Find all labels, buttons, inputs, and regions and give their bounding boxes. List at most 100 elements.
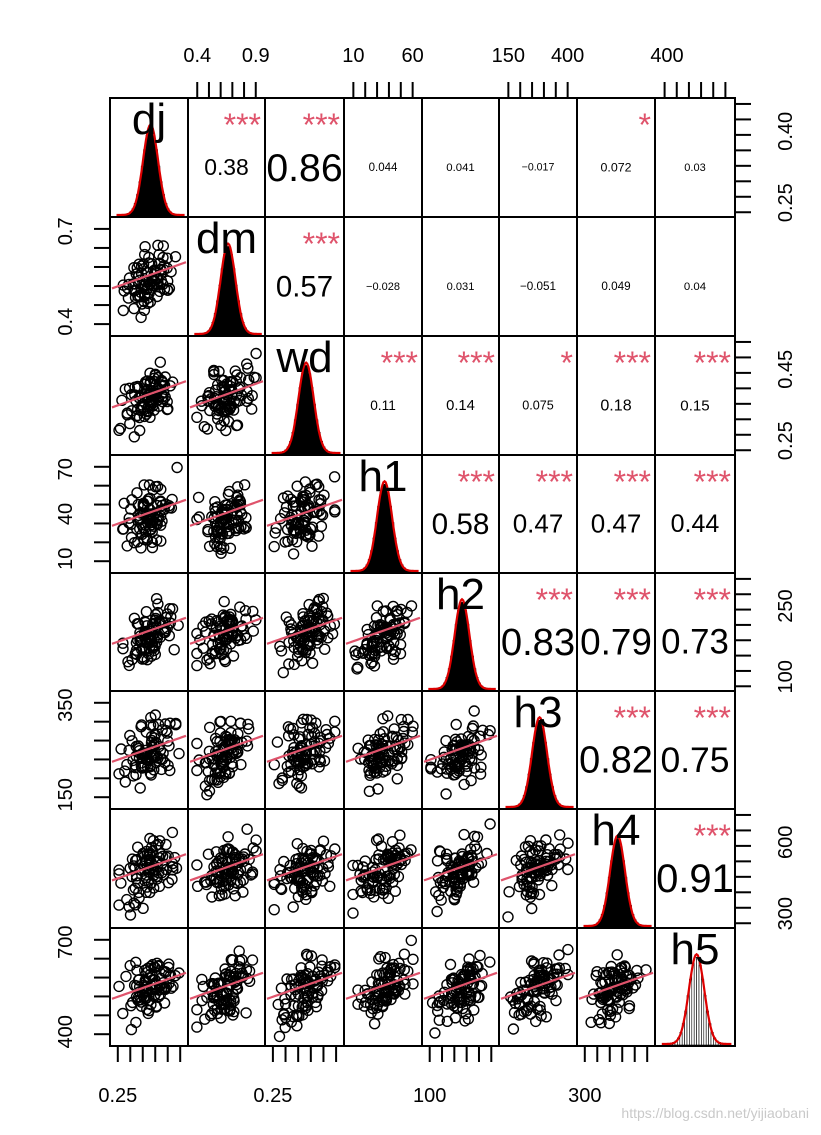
data-point: [139, 522, 151, 534]
data-point: [113, 768, 125, 780]
data-point: [136, 989, 149, 1001]
data-point: [280, 501, 293, 513]
data-point: [208, 364, 220, 377]
data-point: [390, 605, 403, 617]
data-point: [218, 415, 230, 427]
data-point: [170, 717, 182, 730]
data-point: [234, 601, 246, 613]
correlation-value: 0.075: [522, 398, 554, 412]
data-point: [232, 522, 245, 534]
data-point: [450, 718, 462, 731]
data-point: [431, 999, 443, 1012]
panel-dm-dm: dm: [187, 214, 266, 337]
data-point: [451, 881, 464, 893]
data-point: [142, 495, 154, 507]
data-point: [154, 495, 167, 507]
data-point: [232, 514, 245, 527]
histogram-bar: [534, 727, 538, 809]
data-point: [387, 653, 400, 665]
data-point: [533, 845, 545, 857]
data-point: [394, 648, 407, 660]
panel-h4-h2: [421, 808, 500, 929]
data-point: [384, 614, 397, 626]
correlation-value: 0.38: [204, 154, 249, 180]
data-point: [278, 1009, 290, 1021]
data-point: [275, 645, 288, 657]
panel-wd-dj: [109, 335, 189, 456]
data-point: [329, 715, 341, 727]
data-point: [368, 1018, 381, 1030]
data-point: [117, 1007, 129, 1020]
data-point: [316, 954, 328, 966]
panel-dm-wd: 0.57 ***: [264, 216, 345, 337]
correlation-value: 0.04: [684, 281, 706, 293]
data-point: [293, 780, 306, 792]
panel-h2-h3: 0.83***: [498, 572, 578, 692]
panel-dm-h5: 0.04: [654, 216, 736, 337]
data-point: [554, 829, 566, 841]
data-point: [365, 750, 377, 763]
panel-h1-h1: h1: [343, 452, 423, 574]
data-point: [292, 1000, 305, 1012]
data-point: [465, 989, 477, 1002]
data-point: [155, 483, 167, 496]
data-point: [329, 506, 341, 518]
smooth-curve: [189, 616, 264, 645]
tick-label: 400: [551, 45, 584, 67]
histogram-bar: [619, 846, 623, 928]
data-point: [165, 611, 177, 623]
data-point: [296, 865, 309, 877]
data-point: [116, 394, 128, 406]
data-point: [113, 864, 125, 876]
data-point: [503, 886, 515, 898]
data-point: [166, 603, 179, 615]
data-point: [306, 657, 319, 669]
data-point: [295, 782, 308, 794]
data-point: [218, 595, 230, 608]
panel-h1-h2: 0.58 ***: [421, 454, 500, 574]
data-point: [286, 534, 299, 546]
data-point: [223, 527, 235, 539]
data-point: [136, 298, 148, 310]
histogram-bar: [308, 373, 312, 455]
data-point: [378, 882, 390, 894]
data-point: [301, 757, 313, 769]
significance-stars: ***: [694, 700, 731, 736]
data-point: [366, 656, 379, 668]
data-point: [361, 623, 373, 636]
data-point: [320, 607, 333, 619]
data-point: [527, 887, 540, 899]
correlation-value: 0.91: [656, 857, 734, 901]
histogram-bar: [301, 373, 305, 455]
tick-label: 400: [55, 1015, 77, 1048]
data-point: [250, 614, 262, 626]
data-point: [127, 770, 140, 782]
data-point: [135, 311, 147, 324]
data-point: [247, 625, 260, 637]
data-point: [288, 754, 301, 766]
data-point: [129, 381, 141, 393]
data-point: [313, 494, 325, 506]
data-point: [296, 655, 308, 667]
data-point: [153, 880, 166, 892]
data-point: [138, 263, 150, 275]
data-point: [304, 978, 316, 990]
smooth-curve: [189, 971, 264, 1000]
data-point: [604, 1005, 616, 1017]
data-point: [290, 756, 303, 768]
data-point: [222, 831, 234, 843]
data-point: [585, 1016, 597, 1028]
data-point: [300, 1000, 312, 1012]
smooth-curve: [266, 734, 343, 763]
data-point: [156, 850, 169, 862]
variable-name-label: wd: [275, 333, 332, 382]
panel-h4-h4: h4: [576, 806, 656, 929]
panel-frame: [343, 808, 423, 929]
data-point: [502, 911, 514, 923]
data-point: [369, 765, 382, 777]
data-point: [212, 855, 225, 868]
data-point: [154, 356, 167, 368]
data-point: [237, 874, 249, 886]
data-point: [588, 988, 600, 1000]
correlation-value: 0.18: [600, 397, 631, 415]
